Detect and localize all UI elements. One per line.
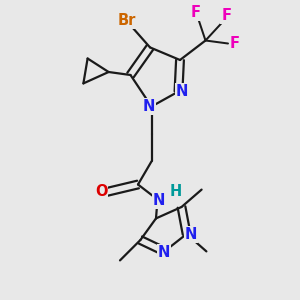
Text: N: N: [153, 193, 165, 208]
Text: N: N: [176, 84, 188, 99]
Text: F: F: [190, 5, 201, 20]
Text: N: N: [158, 245, 170, 260]
Text: F: F: [221, 8, 232, 23]
Text: Br: Br: [117, 13, 136, 28]
Text: N: N: [143, 99, 155, 114]
Text: N: N: [185, 227, 197, 242]
Text: H: H: [170, 184, 182, 200]
Text: F: F: [230, 36, 240, 51]
Text: O: O: [95, 184, 107, 200]
